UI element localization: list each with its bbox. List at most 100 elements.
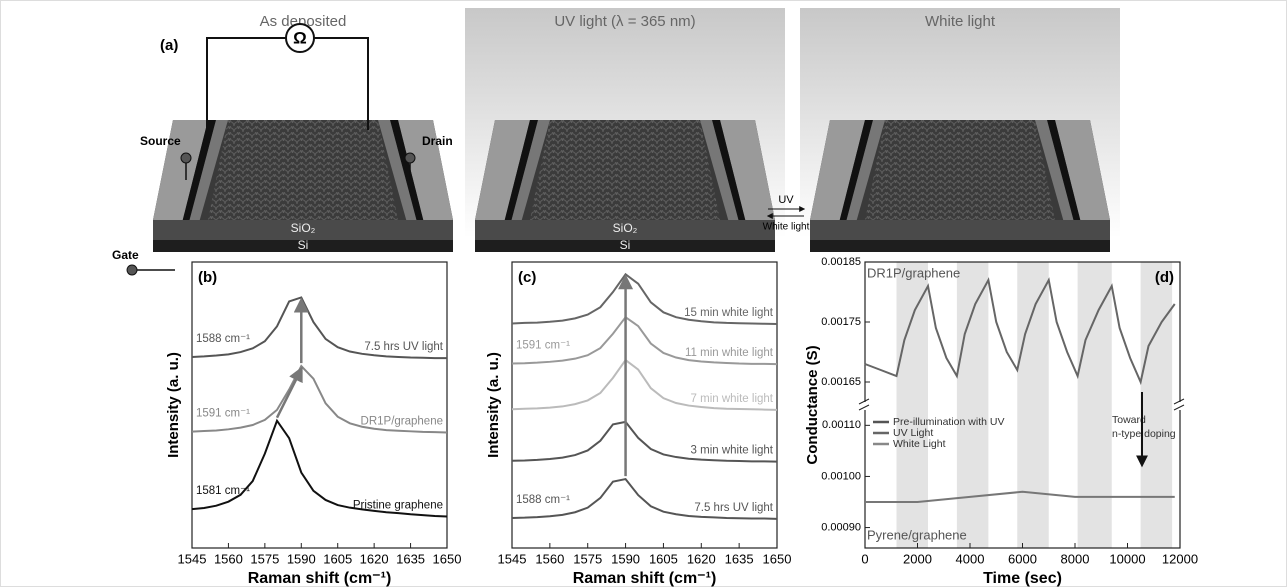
light-period-band (896, 262, 928, 548)
light-period-band (1140, 262, 1173, 548)
peak-label: 1581 cm⁻¹ (196, 485, 250, 497)
electrode (398, 120, 453, 220)
x-tick-label: 1635 (396, 551, 425, 566)
x-tick-label: 1635 (725, 551, 754, 566)
x-tick-label: 4000 (956, 551, 985, 566)
series-line (511, 272, 778, 326)
y-tick-label: 0.00090 (821, 521, 861, 533)
x-tick-label: 1605 (649, 551, 678, 566)
sio2-label: SiO₂ (291, 221, 316, 235)
panel-label: (d) (1155, 269, 1174, 286)
x-tick-label: 1620 (687, 551, 716, 566)
y-axis-label: Intensity (a. u.) (485, 352, 502, 458)
x-tick-label: 0 (861, 551, 868, 566)
series-name: 3 min white light (691, 445, 774, 457)
electrode (153, 120, 208, 220)
series-name: Pyrene/graphene (867, 527, 967, 542)
y-tick-label: 0.00110 (822, 419, 861, 431)
legend-label: Pre-illumination with UV (893, 416, 1004, 428)
annotation: n-type doping (1112, 428, 1176, 440)
shift-arrow (275, 366, 303, 419)
x-axis-label: Time (sec) (983, 570, 1062, 587)
panel-label: (a) (160, 37, 178, 54)
circuit-wire (206, 37, 369, 130)
series-line (511, 420, 778, 463)
terminal (126, 264, 138, 276)
series-line (511, 358, 778, 411)
electrode (504, 120, 538, 220)
panel-label: (b) (198, 269, 217, 286)
electrode (182, 120, 216, 220)
x-tick-label: 1545 (498, 551, 527, 566)
terminal (404, 152, 416, 164)
x-tick-label: 1575 (250, 551, 279, 566)
y-tick-label: 0.00185 (821, 256, 861, 268)
series-name: 15 min white light (684, 307, 774, 319)
electrode (846, 120, 885, 220)
electrode (378, 120, 417, 220)
series-name: Pristine graphene (353, 500, 443, 512)
gate-label: Gate (112, 248, 139, 262)
x-tick-label: 1560 (214, 551, 243, 566)
electrode (511, 120, 550, 220)
series-line (511, 315, 778, 366)
electrode (189, 120, 228, 220)
electrode (1035, 120, 1074, 220)
series-line (191, 364, 448, 434)
electrode (390, 120, 424, 220)
terminal (180, 152, 192, 164)
plot-frame (511, 261, 778, 549)
series-line (191, 418, 448, 518)
panel-label: (c) (518, 269, 536, 286)
electrode (475, 120, 530, 220)
graphene (530, 120, 720, 220)
source-label: Source (140, 134, 181, 148)
series-name: 7 min white light (691, 393, 774, 405)
si-label: Si (298, 238, 309, 252)
x-tick-label: 1560 (535, 551, 564, 566)
break-mark (858, 398, 1185, 411)
device-title: White light (925, 13, 996, 30)
series-name: 11 min white light (685, 347, 774, 359)
device-title: UV light (λ = 365 nm) (554, 13, 695, 30)
x-axis-label: Raman shift (cm⁻¹) (248, 570, 392, 587)
x-tick-label: 1545 (178, 551, 207, 566)
sio2-layer (475, 220, 775, 240)
x-tick-label: 1590 (611, 551, 640, 566)
axis-break (861, 402, 869, 410)
y-axis-label: Intensity (a. u.) (165, 352, 182, 458)
series-name: 7.5 hrs UV light (694, 502, 773, 514)
x-tick-label: 1650 (433, 551, 462, 566)
x-axis-label: Raman shift (cm⁻¹) (573, 570, 717, 587)
switch-label: White light (763, 222, 810, 233)
si-label: Si (620, 238, 631, 252)
si-layer (475, 240, 775, 252)
electrode (720, 120, 775, 220)
peak-label: 1591 cm⁻¹ (196, 408, 250, 420)
sio2-layer (153, 220, 453, 240)
y-axis-label: Conductance (S) (804, 345, 821, 464)
series-line (864, 277, 1176, 386)
peak-label: 1588 cm⁻¹ (196, 333, 250, 345)
y-tick-label: 0.00100 (821, 470, 861, 482)
sio2-layer (810, 220, 1110, 240)
x-tick-label: 8000 (1061, 551, 1090, 566)
x-tick-label: 12000 (1162, 551, 1198, 566)
x-tick-label: 1650 (763, 551, 792, 566)
x-tick-label: 1620 (360, 551, 389, 566)
peak-label: 1588 cm⁻¹ (516, 494, 570, 506)
electrode (1047, 120, 1081, 220)
x-tick-label: 2000 (903, 551, 932, 566)
electrode (700, 120, 739, 220)
series-line (511, 477, 778, 520)
si-layer (153, 240, 453, 252)
series-name: DR1P/graphene (867, 265, 960, 280)
legend-label: UV Light (893, 427, 933, 439)
y-tick-label: 0.00165 (821, 376, 861, 388)
device-title: As deposited (260, 13, 347, 30)
plot-frame (191, 261, 448, 549)
drain-label: Drain (422, 134, 453, 148)
peak-label: 1591 cm⁻¹ (516, 340, 570, 352)
